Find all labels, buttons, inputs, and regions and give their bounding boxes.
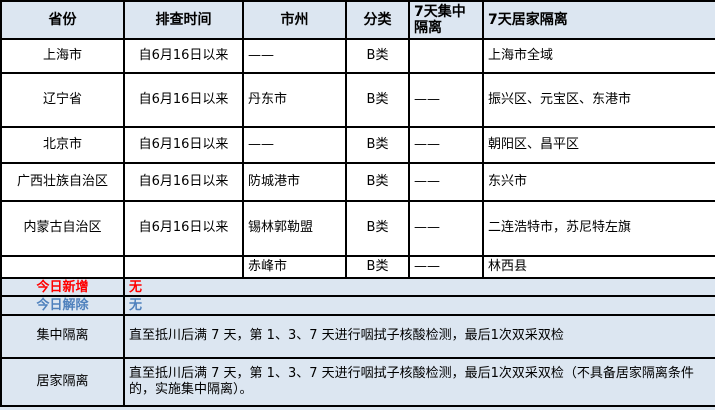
cell-province: 北京市 bbox=[0, 126, 125, 164]
cell-city: —— bbox=[242, 38, 347, 74]
summary-row-released-today: 今日解除 无 bbox=[0, 295, 715, 316]
cell-category: B类 bbox=[345, 72, 410, 128]
header-province: 省份 bbox=[0, 0, 125, 40]
cell-time bbox=[123, 255, 244, 279]
cell-city: 丹东市 bbox=[242, 72, 347, 128]
table-row-liaoning: 辽宁省 自6月16日以来 丹东市 B类 —— 振兴区、元宝区、东港市 bbox=[0, 72, 715, 128]
table-row-neimenggu: 内蒙古自治区 自6月16日以来 锡林郭勒盟 B类 —— 二连浩特市，苏尼特左旗 bbox=[0, 200, 715, 257]
cell-home: 二连浩特市，苏尼特左旗 bbox=[482, 200, 715, 257]
cell-province bbox=[0, 255, 125, 279]
cell-home: 林西县 bbox=[482, 255, 715, 279]
released-today-label: 今日解除 bbox=[0, 295, 125, 316]
new-today-label: 今日新增 bbox=[0, 277, 125, 297]
cell-centralized: —— bbox=[408, 255, 484, 279]
summary-row-new-today: 今日新增 无 bbox=[0, 277, 715, 297]
released-today-value: 无 bbox=[123, 295, 715, 316]
cell-home: 东兴市 bbox=[482, 162, 715, 202]
cell-time: 自6月16日以来 bbox=[123, 126, 244, 164]
policy-row-home: 居家隔离 直至抵川后满 7 天，第 1、3、7 天进行咽拭子核酸检测，最后1次双… bbox=[0, 357, 715, 407]
cell-centralized bbox=[408, 38, 484, 74]
header-row: 省份 排查时间 市州 分类 7天集中隔离 7天居家隔离 bbox=[0, 0, 715, 40]
cell-centralized: —— bbox=[408, 126, 484, 164]
table-row-beijing: 北京市 自6月16日以来 —— B类 —— 朝阳区、昌平区 bbox=[0, 126, 715, 164]
cell-centralized: —— bbox=[408, 162, 484, 202]
home-policy-text: 直至抵川后满 7 天，第 1、3、7 天进行咽拭子核酸检测，最后1次双采双检（不… bbox=[123, 357, 715, 407]
table-row-shanghai: 上海市 自6月16日以来 —— B类 上海市全域 bbox=[0, 38, 715, 74]
new-today-value: 无 bbox=[123, 277, 715, 297]
cell-category: B类 bbox=[345, 200, 410, 257]
cell-home: 朝阳区、昌平区 bbox=[482, 126, 715, 164]
header-city: 市州 bbox=[242, 0, 347, 40]
cell-centralized: —— bbox=[408, 200, 484, 257]
cell-category: B类 bbox=[345, 255, 410, 279]
home-policy-label: 居家隔离 bbox=[0, 357, 125, 407]
cell-province: 辽宁省 bbox=[0, 72, 125, 128]
centralized-policy-label: 集中隔离 bbox=[0, 314, 125, 359]
cell-city: 赤峰市 bbox=[242, 255, 347, 279]
table-row-chifeng: 赤峰市 B类 —— 林西县 bbox=[0, 255, 715, 279]
centralized-policy-text: 直至抵川后满 7 天，第 1、3、7 天进行咽拭子核酸检测，最后1次双采双检 bbox=[123, 314, 715, 359]
cell-category: B类 bbox=[345, 162, 410, 202]
policy-row-centralized: 集中隔离 直至抵川后满 7 天，第 1、3、7 天进行咽拭子核酸检测，最后1次双… bbox=[0, 314, 715, 359]
cell-time: 自6月16日以来 bbox=[123, 162, 244, 202]
cell-city: 锡林郭勒盟 bbox=[242, 200, 347, 257]
header-screening-time: 排查时间 bbox=[123, 0, 244, 40]
cell-time: 自6月16日以来 bbox=[123, 72, 244, 128]
cell-home: 上海市全域 bbox=[482, 38, 715, 74]
cell-province: 内蒙古自治区 bbox=[0, 200, 125, 257]
header-centralized-quarantine: 7天集中隔离 bbox=[408, 0, 484, 40]
cell-category: B类 bbox=[345, 126, 410, 164]
header-category: 分类 bbox=[345, 0, 410, 40]
cell-home: 振兴区、元宝区、东港市 bbox=[482, 72, 715, 128]
cell-centralized: —— bbox=[408, 72, 484, 128]
table-row-guangxi: 广西壮族自治区 自6月16日以来 防城港市 B类 —— 东兴市 bbox=[0, 162, 715, 202]
cell-province: 广西壮族自治区 bbox=[0, 162, 125, 202]
cell-time: 自6月16日以来 bbox=[123, 200, 244, 257]
cell-time: 自6月16日以来 bbox=[123, 38, 244, 74]
cell-city: 防城港市 bbox=[242, 162, 347, 202]
cell-city: —— bbox=[242, 126, 347, 164]
header-home-quarantine: 7天居家隔离 bbox=[482, 0, 715, 40]
cell-category: B类 bbox=[345, 38, 410, 74]
cell-province: 上海市 bbox=[0, 38, 125, 74]
